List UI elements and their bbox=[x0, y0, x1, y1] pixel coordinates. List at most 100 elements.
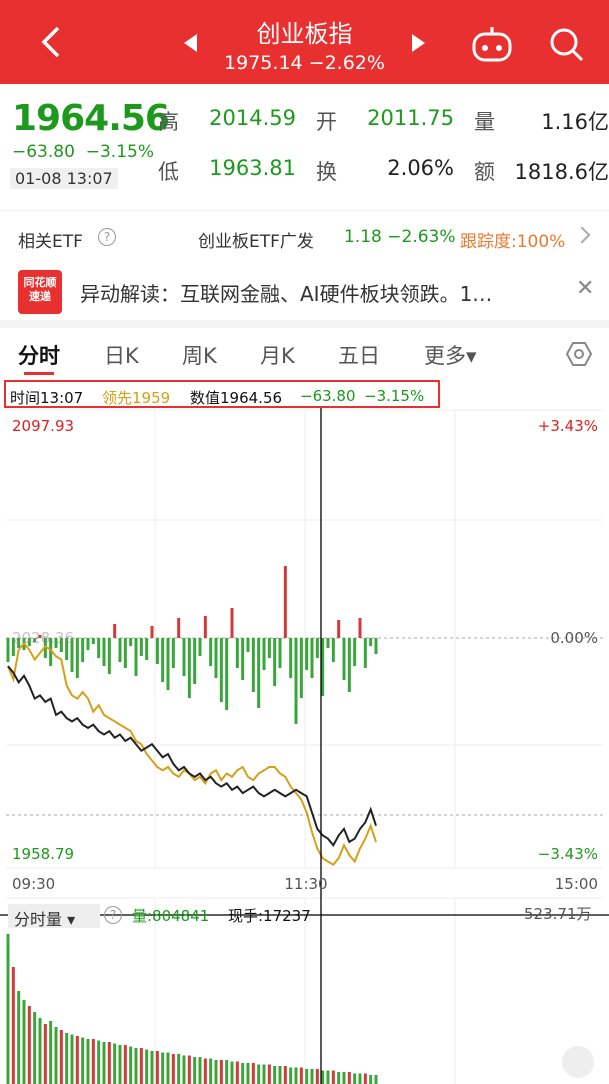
robot-icon[interactable] bbox=[470, 24, 514, 64]
volume-bar bbox=[182, 1055, 186, 1084]
news-text[interactable]: 异动解读：互联网金融、AI硬件板块领跌。1… bbox=[80, 282, 493, 306]
volume-bar bbox=[241, 1063, 245, 1084]
tab-weekly-k[interactable]: 周K bbox=[182, 344, 217, 368]
tab-monthly-k[interactable]: 月K bbox=[260, 344, 295, 368]
volume-bar bbox=[193, 1057, 197, 1084]
volume-bars bbox=[6, 934, 378, 1084]
volume-bar bbox=[214, 1060, 218, 1084]
volume-bar bbox=[102, 1042, 106, 1084]
stat-label-low: 低 bbox=[158, 160, 179, 184]
change-bar bbox=[86, 638, 90, 650]
change-bar bbox=[155, 638, 159, 664]
settings-icon[interactable] bbox=[566, 341, 592, 367]
volume-bar bbox=[38, 1018, 42, 1084]
change-bar bbox=[315, 638, 319, 658]
volume-bar bbox=[331, 1070, 335, 1084]
change-bar bbox=[219, 638, 223, 702]
price-line bbox=[7, 665, 377, 847]
change-bar bbox=[225, 638, 229, 710]
volume-bar bbox=[150, 1051, 154, 1084]
volume-bar bbox=[230, 1061, 234, 1084]
change-bar bbox=[262, 638, 266, 670]
volume-bar bbox=[43, 1024, 47, 1084]
volume-bar bbox=[209, 1058, 213, 1084]
back-icon[interactable] bbox=[34, 22, 74, 62]
volume-bar bbox=[27, 1006, 31, 1084]
stat-label-amount: 额 bbox=[474, 160, 495, 184]
change-bar bbox=[347, 638, 351, 692]
change-bar bbox=[54, 638, 58, 648]
news-logo: 同花顺 速递 bbox=[18, 270, 62, 314]
stat-label-volume: 量 bbox=[474, 110, 495, 134]
x-label-mid: 11:30 bbox=[284, 875, 327, 893]
volume-bar bbox=[374, 1075, 378, 1084]
fullscreen-icon[interactable] bbox=[562, 1046, 594, 1078]
volume-selector[interactable]: 分时量 ▾ bbox=[8, 904, 100, 929]
change-bar bbox=[6, 638, 10, 662]
volume-bar bbox=[75, 1036, 79, 1084]
volume-bar bbox=[358, 1073, 362, 1084]
tab-daily-k[interactable]: 日K bbox=[104, 344, 139, 368]
close-icon[interactable]: ✕ bbox=[576, 276, 595, 301]
volume-bar bbox=[65, 1033, 69, 1084]
lead-line bbox=[7, 641, 377, 867]
volume-bar bbox=[123, 1045, 127, 1084]
change-bar bbox=[171, 638, 175, 668]
etf-label: 相关ETF bbox=[18, 232, 83, 252]
change-bar bbox=[235, 638, 239, 668]
stat-label-open: 开 bbox=[316, 110, 337, 134]
change-bar bbox=[177, 618, 181, 638]
etf-quote: 1.18 −2.63% bbox=[344, 227, 456, 247]
change-bar bbox=[134, 638, 138, 676]
chart-grid bbox=[6, 409, 603, 1084]
change-bar bbox=[241, 638, 245, 680]
search-icon[interactable] bbox=[546, 24, 586, 64]
change-bar bbox=[187, 638, 191, 698]
volume-bar bbox=[246, 1063, 250, 1084]
volume-bar bbox=[6, 934, 10, 1084]
stat-value-open: 2011.75 bbox=[367, 106, 454, 130]
ref-price-label: 2028.36 bbox=[12, 629, 74, 647]
related-etf-row[interactable]: 相关ETF ? 创业板ETF广发 1.18 −2.63% 跟踪度:100% bbox=[0, 210, 609, 262]
volume-total: 量:804841 bbox=[132, 907, 210, 925]
volume-max: 523.71万 bbox=[524, 905, 592, 923]
volume-bar bbox=[17, 991, 21, 1084]
tab-intraday[interactable]: 分时 bbox=[18, 344, 60, 368]
next-icon[interactable] bbox=[412, 34, 425, 52]
volume-bar bbox=[155, 1051, 159, 1084]
change-bar bbox=[363, 638, 367, 668]
stat-value-turnover: 2.06% bbox=[387, 156, 454, 180]
volume-bar bbox=[289, 1067, 293, 1084]
change-bar bbox=[321, 638, 325, 696]
change-bar bbox=[299, 638, 303, 698]
quote-panel: 1964.56 −63.80 −3.15% 01-08 13:07 高 2014… bbox=[0, 84, 609, 200]
change-bar bbox=[113, 624, 117, 638]
prev-icon[interactable] bbox=[184, 34, 197, 52]
change-bar bbox=[353, 638, 357, 666]
change-bar bbox=[294, 638, 298, 724]
change-bar bbox=[38, 635, 42, 638]
volume-bar bbox=[145, 1049, 149, 1084]
section-divider bbox=[0, 320, 609, 328]
tab-five-day[interactable]: 五日 bbox=[338, 344, 380, 368]
volume-bar bbox=[225, 1060, 229, 1084]
volume-bar bbox=[353, 1073, 357, 1084]
change-bar bbox=[337, 620, 341, 638]
pct-max-label: +3.43% bbox=[538, 417, 598, 435]
volume-bar bbox=[22, 1000, 26, 1084]
change-bar bbox=[203, 616, 207, 638]
volume-bar bbox=[198, 1057, 202, 1084]
y-min-label: 1958.79 bbox=[12, 845, 74, 863]
volume-bar bbox=[33, 1012, 37, 1084]
news-row[interactable]: 同花顺 速递 异动解读：互联网金融、AI硬件板块领跌。1… ✕ bbox=[0, 262, 609, 320]
volume-help-icon[interactable]: ? bbox=[104, 906, 122, 924]
volume-bar bbox=[161, 1052, 165, 1084]
volume-bar bbox=[299, 1067, 303, 1084]
help-icon[interactable]: ? bbox=[98, 228, 116, 246]
change-bar bbox=[70, 638, 74, 672]
tab-more[interactable]: 更多▾ bbox=[424, 344, 477, 368]
change-bar bbox=[198, 638, 202, 656]
volume-bar bbox=[134, 1048, 138, 1084]
change-bar bbox=[369, 638, 373, 646]
